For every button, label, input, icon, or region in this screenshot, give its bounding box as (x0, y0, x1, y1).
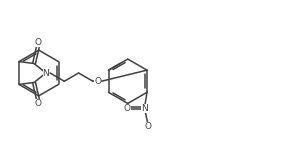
Text: O: O (144, 122, 151, 131)
Text: N: N (43, 68, 49, 78)
Text: O: O (94, 77, 101, 86)
Text: N: N (141, 104, 148, 113)
Text: O: O (124, 104, 131, 113)
Text: O: O (34, 38, 41, 47)
Text: O: O (34, 99, 41, 108)
